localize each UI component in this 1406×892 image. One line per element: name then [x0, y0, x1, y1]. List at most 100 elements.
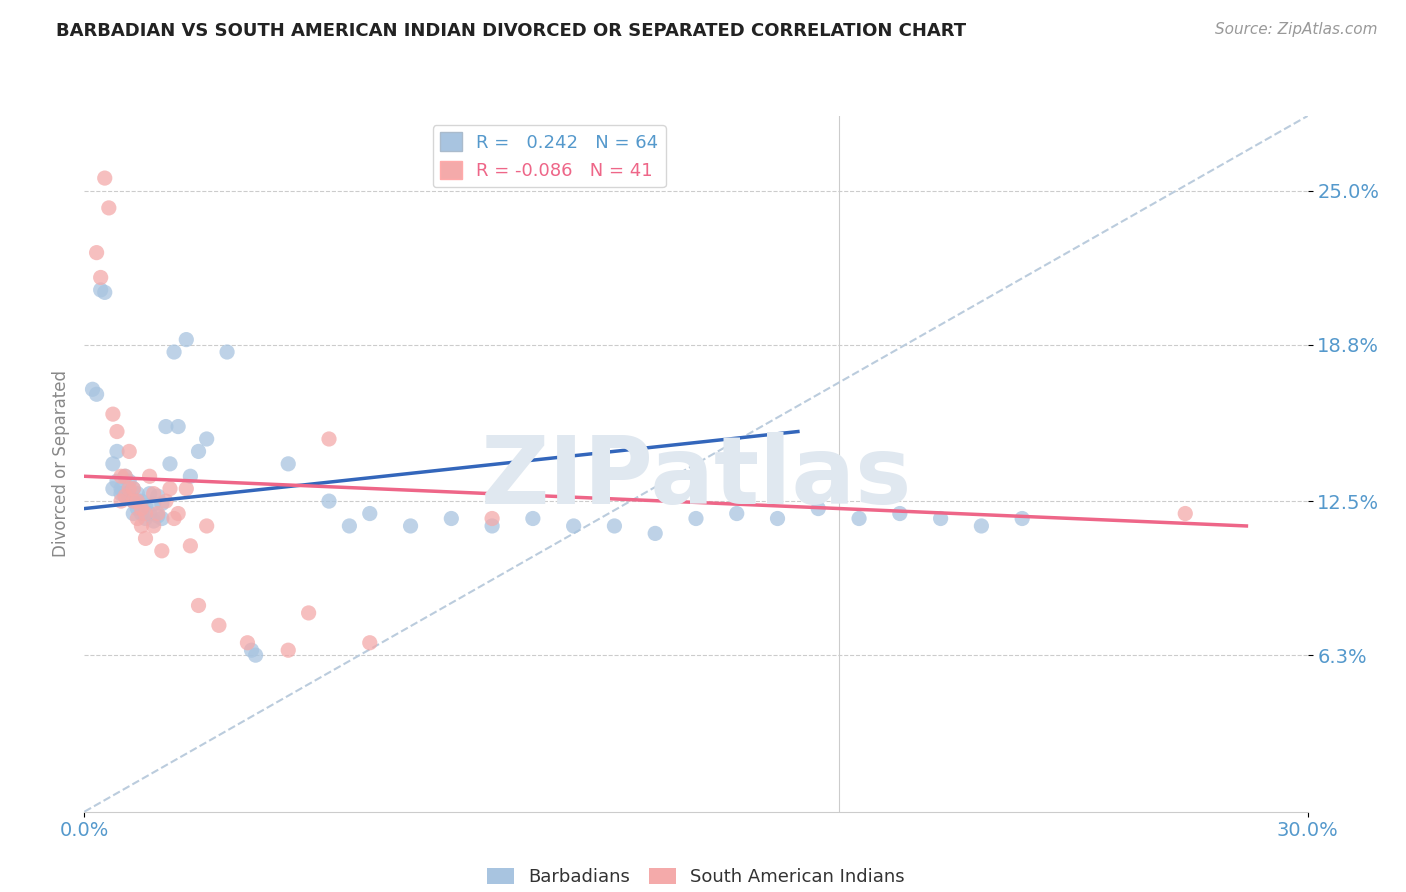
Point [318, 432, 340, 446]
Point [114, 469, 136, 483]
Point [146, 508, 169, 523]
Point [766, 511, 789, 525]
Point [208, 618, 231, 632]
Point [138, 469, 160, 483]
Point [240, 643, 263, 657]
Point [131, 507, 153, 521]
Point [163, 511, 186, 525]
Point [142, 486, 165, 500]
Point [399, 519, 422, 533]
Point [101, 407, 124, 421]
Point [174, 333, 197, 347]
Point [167, 507, 190, 521]
Point [603, 519, 626, 533]
Point [105, 425, 128, 439]
Point [217, 345, 239, 359]
Point [114, 486, 136, 500]
Point [93, 285, 115, 300]
Text: BARBADIAN VS SOUTH AMERICAN INDIAN DIVORCED OR SEPARATED CORRELATION CHART: BARBADIAN VS SOUTH AMERICAN INDIAN DIVOR… [56, 22, 966, 40]
Point [187, 599, 209, 613]
Point [187, 444, 209, 458]
Point [127, 511, 149, 525]
Point [481, 519, 503, 533]
Text: ZIPatlas: ZIPatlas [481, 432, 911, 524]
Point [1174, 507, 1197, 521]
Point [440, 511, 463, 525]
Point [163, 345, 186, 359]
Point [150, 544, 173, 558]
Point [159, 482, 181, 496]
Point [135, 507, 157, 521]
Point [277, 643, 299, 657]
Point [142, 519, 165, 533]
Point [155, 494, 177, 508]
Point [318, 494, 340, 508]
Point [122, 507, 145, 521]
Point [86, 387, 108, 401]
Point [110, 494, 132, 508]
Point [135, 532, 157, 546]
Point [118, 482, 141, 496]
Point [122, 494, 145, 508]
Point [110, 482, 132, 496]
Point [195, 519, 218, 533]
Point [118, 444, 141, 458]
Point [101, 457, 124, 471]
Point [131, 519, 153, 533]
Point [90, 270, 112, 285]
Point [93, 171, 115, 186]
Point [179, 539, 201, 553]
Point [114, 489, 136, 503]
Point [179, 469, 201, 483]
Point [90, 283, 112, 297]
Point [138, 486, 160, 500]
Point [131, 494, 153, 508]
Point [118, 489, 141, 503]
Point [101, 482, 124, 496]
Point [114, 469, 136, 483]
Point [135, 511, 157, 525]
Point [725, 507, 748, 521]
Point [122, 494, 145, 508]
Point [122, 482, 145, 496]
Point [127, 501, 149, 516]
Point [685, 511, 707, 525]
Point [155, 419, 177, 434]
Point [131, 501, 153, 516]
Point [562, 519, 585, 533]
Point [150, 511, 173, 525]
Point [298, 606, 321, 620]
Point [889, 507, 911, 521]
Point [848, 511, 870, 525]
Point [127, 494, 149, 508]
Point [114, 489, 136, 503]
Point [359, 507, 381, 521]
Point [245, 648, 267, 662]
Point [1011, 511, 1033, 525]
Point [110, 486, 132, 500]
Point [359, 636, 381, 650]
Point [644, 526, 666, 541]
Point [135, 499, 157, 513]
Point [122, 482, 145, 496]
Point [127, 494, 149, 508]
Point [339, 519, 360, 533]
Point [105, 475, 128, 489]
Point [86, 245, 108, 260]
Point [277, 457, 299, 471]
Point [150, 497, 173, 511]
Point [929, 511, 952, 525]
Text: Source: ZipAtlas.com: Source: ZipAtlas.com [1215, 22, 1378, 37]
Point [167, 419, 190, 434]
Point [807, 501, 830, 516]
Legend: Barbadians, South American Indians: Barbadians, South American Indians [479, 861, 912, 892]
Point [481, 511, 503, 525]
Point [522, 511, 544, 525]
Point [236, 636, 259, 650]
Point [159, 457, 181, 471]
Point [118, 475, 141, 489]
Point [142, 497, 165, 511]
Point [127, 486, 149, 500]
Y-axis label: Divorced or Separated: Divorced or Separated [52, 370, 70, 558]
Point [110, 469, 132, 483]
